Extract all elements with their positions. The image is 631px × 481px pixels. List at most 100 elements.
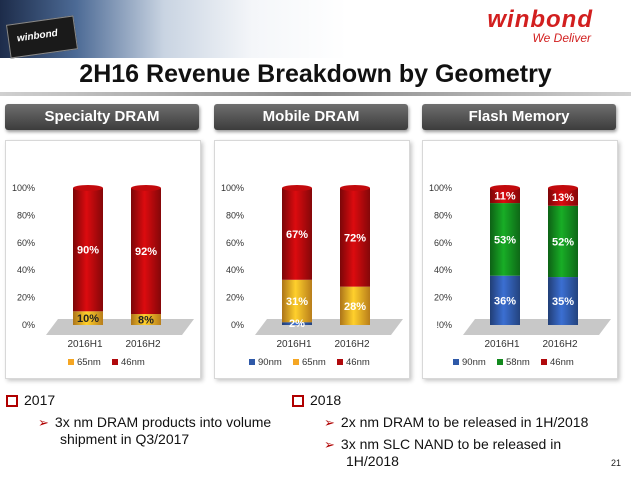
- data-label: 8%: [138, 315, 154, 327]
- y-tick-label: 100%: [12, 183, 35, 193]
- bar-segment-46nm: [131, 188, 161, 315]
- header-banner: [0, 0, 631, 58]
- bar-segment-46nm: [282, 188, 312, 280]
- tab-flash-memory: Flash Memory: [422, 104, 616, 130]
- bar-segment-46nm: [548, 188, 578, 206]
- data-label: 2%: [289, 318, 305, 330]
- bar-top-cap: [73, 185, 103, 191]
- legend-swatch-46nm: [541, 359, 547, 365]
- data-label: 53%: [494, 234, 516, 246]
- legend-swatch-46nm: [112, 359, 118, 365]
- chart-floor: [255, 319, 403, 335]
- bullet-item: ➢ 3x nm DRAM products into volume: [38, 414, 272, 430]
- page-title: 2H16 Revenue Breakdown by Geometry: [79, 60, 552, 88]
- arrow-bullet-icon: ➢: [324, 437, 335, 452]
- y-tick-label: 20%: [226, 293, 244, 303]
- bar-segment-65nm: [282, 279, 312, 323]
- tab-specialty-dram: Specialty DRAM: [5, 104, 199, 130]
- bar-top-cap: [548, 185, 578, 191]
- chart-floor: [463, 319, 611, 335]
- bar-top-cap: [490, 185, 520, 191]
- legend-label-58nm: 58nm: [506, 357, 530, 368]
- legend-swatch-58nm: [497, 359, 503, 365]
- y-tick-label: 0%: [231, 320, 244, 330]
- y-tick-label: 60%: [226, 238, 244, 248]
- arrow-bullet-icon: ➢: [38, 415, 49, 430]
- header: winbond winbond We Deliver: [0, 0, 631, 96]
- company-logo: winbond: [487, 6, 593, 33]
- chart-floor: [46, 319, 194, 335]
- chart-flash-memory: 100% 80% 60% 40% 20% !0% 36% 53% 11% 2016H1 35% 52%…: [429, 183, 611, 368]
- data-label: 31%: [286, 296, 308, 308]
- data-label: 11%: [494, 191, 516, 203]
- bar-segment-90nm: [282, 322, 312, 325]
- bar-segment-65nm: [73, 311, 103, 325]
- bar-top-cap: [131, 185, 161, 191]
- legend-label-46nm: 46nm: [121, 357, 145, 368]
- legend-swatch-46nm: [337, 359, 343, 365]
- tagline: We Deliver: [532, 31, 591, 45]
- x-tick-label: 2016H2: [542, 339, 577, 350]
- y-tick-label: 60%: [17, 238, 35, 248]
- chart-mobile-dram: 100% 80% 60% 40% 20% 0% 2% 31% 67% 2016H1 28% 72% 20…: [221, 183, 403, 368]
- y-tick-label: 100%: [429, 183, 452, 193]
- tab-mobile-dram: Mobile DRAM: [214, 104, 408, 130]
- data-label: 90%: [77, 245, 99, 257]
- legend-swatch-90nm: [453, 359, 459, 365]
- data-label: 10%: [77, 313, 99, 325]
- data-label: 28%: [344, 301, 366, 313]
- bar-segment-90nm: [548, 277, 578, 325]
- bar-segment-46nm: [73, 188, 103, 312]
- legend-label-46nm: 46nm: [346, 357, 370, 368]
- arrow-bullet-icon: ➢: [324, 415, 335, 430]
- bullet-item: ➢ 3x nm SLC NAND to be released in: [324, 436, 562, 452]
- data-label: 52%: [552, 236, 574, 248]
- bar-segment-46nm: [490, 188, 520, 204]
- data-label: 72%: [344, 232, 366, 244]
- legend-label-65nm: 65nm: [302, 357, 326, 368]
- legend-swatch-65nm: [293, 359, 299, 365]
- bar-top-cap: [282, 185, 312, 191]
- data-label: 67%: [286, 229, 308, 241]
- bullet-item: ➢ 2x nm DRAM to be released in 1H/2018: [324, 414, 589, 430]
- legend-label-90nm: 90nm: [462, 357, 486, 368]
- y-tick-label: 100%: [221, 183, 244, 193]
- bar-segment-46nm: [340, 188, 370, 287]
- legend-swatch-65nm: [68, 359, 74, 365]
- bullet-heading-2017: 2017: [6, 392, 55, 408]
- legend-label-65nm: 65nm: [77, 357, 101, 368]
- y-tick-label: 80%: [434, 210, 452, 220]
- x-tick-label: 2016H1: [276, 339, 311, 350]
- data-label: 36%: [494, 295, 516, 307]
- title-divider: [0, 92, 631, 96]
- bar-segment-58nm: [548, 205, 578, 278]
- square-bullet-icon: [292, 395, 304, 408]
- page-number: 21: [610, 458, 621, 468]
- x-tick-label: 2016H1: [484, 339, 519, 350]
- bar-top-cap: [340, 185, 370, 191]
- y-tick-label: 0%: [22, 320, 35, 330]
- chart-panel-flash-memory: 100% 80% 60% 40% 20% !0% 36% 53% 11% 2016H1 35% 52%…: [422, 140, 618, 379]
- y-tick-label: !0%: [436, 320, 452, 330]
- y-tick-label: 20%: [434, 293, 452, 303]
- legend-swatch-90nm: [249, 359, 255, 365]
- chart-panel-mobile-dram: 100% 80% 60% 40% 20% 0% 2% 31% 67% 2016H1 28% 72% 20…: [214, 140, 410, 379]
- x-tick-label: 2016H2: [334, 339, 369, 350]
- legend-label-90nm: 90nm: [258, 357, 282, 368]
- bullet-item-continued: 1H/2018: [346, 453, 399, 469]
- bar-segment-90nm: [490, 275, 520, 325]
- legend-label-46nm: 46nm: [550, 357, 574, 368]
- bar-segment-58nm: [490, 203, 520, 276]
- y-tick-label: 40%: [17, 265, 35, 275]
- bullet-item-continued: shipment in Q3/2017: [60, 431, 190, 447]
- data-label: 35%: [552, 296, 574, 308]
- x-tick-label: 2016H1: [67, 339, 102, 350]
- chart-specialty-dram: 100% 80% 60% 40% 20% 0% 10% 90% 2016H1 8% 92% 2016H…: [12, 183, 194, 368]
- y-tick-label: 40%: [434, 265, 452, 275]
- y-tick-label: 20%: [17, 293, 35, 303]
- bar-segment-65nm: [340, 286, 370, 325]
- y-tick-label: 80%: [226, 210, 244, 220]
- square-bullet-icon: [6, 395, 18, 408]
- y-tick-label: 80%: [17, 210, 35, 220]
- y-tick-label: 40%: [226, 265, 244, 275]
